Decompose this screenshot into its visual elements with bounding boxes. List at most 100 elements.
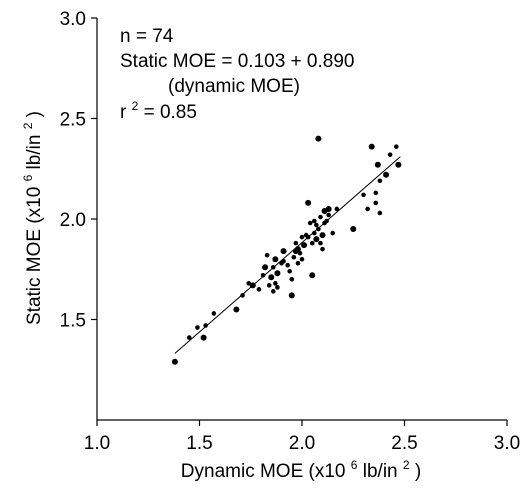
- data-point: [387, 152, 393, 157]
- data-point: [309, 272, 316, 279]
- r2-prefix: r: [120, 102, 127, 123]
- data-point: [203, 323, 208, 328]
- r2-suffix: = 0.85: [144, 102, 197, 123]
- y-title-sup2: 2: [21, 122, 35, 129]
- data-point: [312, 230, 317, 236]
- x-title-sup2: 2: [403, 458, 410, 472]
- regression-line: [174, 156, 401, 354]
- x-title-suffix: ): [415, 461, 421, 482]
- data-point: [326, 212, 331, 218]
- y-axis-title: Static MOE (x10 6 lb/in 2 ): [16, 111, 45, 325]
- x-tick-label: 2.5: [391, 433, 417, 454]
- data-point: [186, 335, 192, 340]
- x-title-prefix: Dynamic MOE (x10: [181, 461, 346, 482]
- x-axis-title: Dynamic MOE (x10 6 lb/in 2 ): [181, 453, 421, 482]
- data-point: [373, 200, 379, 206]
- data-point: [395, 161, 402, 168]
- data-point: [271, 264, 276, 270]
- data-point: [171, 358, 178, 365]
- data-point: [293, 240, 299, 246]
- data-point: [280, 248, 287, 255]
- data-point: [383, 171, 390, 178]
- x-tick-label: 3.0: [494, 433, 520, 454]
- annotation-n: n = 74: [120, 26, 174, 47]
- data-point: [268, 274, 275, 281]
- data-point: [365, 206, 370, 212]
- data-point: [319, 232, 326, 239]
- y-tick-label: 2.0: [60, 210, 86, 231]
- data-point: [264, 252, 270, 258]
- data-point: [294, 246, 301, 253]
- data-point: [299, 256, 305, 262]
- data-point: [260, 272, 266, 278]
- data-point: [377, 178, 383, 184]
- annotation-r2: r 2 = 0.85: [120, 94, 197, 123]
- y-title-prefix: Static MOE (x10: [24, 187, 45, 325]
- data-point: [368, 143, 375, 150]
- data-point: [305, 234, 311, 240]
- y-tick-label: 1.5: [60, 311, 86, 332]
- data-point: [318, 214, 323, 220]
- data-point: [305, 199, 312, 206]
- data-point: [309, 240, 315, 246]
- y-title-suffix: ): [24, 111, 45, 117]
- data-points: [171, 135, 402, 365]
- data-point: [320, 246, 325, 252]
- data-point: [256, 287, 262, 292]
- y-title-mid: lb/in: [24, 135, 45, 170]
- data-point: [299, 234, 305, 240]
- data-point: [272, 256, 279, 263]
- data-point: [287, 268, 293, 274]
- data-point: [297, 250, 303, 256]
- x-title-mid: lb/in: [363, 461, 398, 482]
- data-point: [377, 210, 383, 216]
- data-point: [325, 205, 332, 212]
- data-point: [266, 283, 272, 288]
- data-point: [316, 226, 321, 232]
- annotation-equation: Static MOE = 0.103 + 0.890: [120, 51, 354, 72]
- x-tick-label: 2.0: [289, 433, 315, 454]
- data-point: [334, 206, 340, 212]
- data-point: [195, 325, 200, 330]
- r2-sup: 2: [132, 99, 139, 113]
- data-point: [200, 334, 207, 341]
- data-point: [307, 220, 313, 226]
- data-point: [240, 293, 245, 298]
- x-tick-label: 1.5: [186, 433, 212, 454]
- data-point: [288, 292, 295, 299]
- axes: [96, 18, 507, 421]
- x-tick-label: 1.0: [84, 433, 110, 454]
- data-point: [361, 192, 366, 198]
- y-title-sup1: 6: [21, 174, 35, 181]
- data-point: [394, 144, 399, 149]
- data-point: [289, 277, 295, 282]
- data-point: [262, 264, 269, 271]
- data-point: [249, 282, 256, 289]
- data-point: [211, 311, 217, 316]
- data-point: [233, 306, 240, 313]
- ticks: 1.0 1.5 2.0 2.5 3.0 1.5 2.0 2.5 3.0: [60, 9, 521, 454]
- data-point: [281, 258, 286, 264]
- data-point: [373, 190, 379, 196]
- data-point: [324, 218, 329, 224]
- data-point: [246, 281, 251, 286]
- x-title-sup1: 6: [351, 458, 358, 472]
- data-point: [291, 254, 297, 260]
- data-point: [374, 161, 381, 168]
- data-point: [318, 240, 323, 246]
- y-tick-label: 3.0: [60, 9, 86, 30]
- data-point: [301, 242, 308, 249]
- data-point: [273, 281, 278, 286]
- fit-line-group: [174, 156, 401, 354]
- y-tick-label: 2.5: [60, 110, 86, 131]
- data-point: [271, 289, 276, 294]
- data-point: [285, 262, 290, 268]
- data-point: [295, 260, 301, 266]
- data-point: [315, 135, 322, 142]
- data-point: [314, 222, 319, 228]
- annotation-equation-cont: (dynamic MOE): [168, 76, 300, 97]
- data-point: [275, 285, 280, 290]
- data-point: [330, 230, 336, 236]
- data-point: [274, 270, 281, 277]
